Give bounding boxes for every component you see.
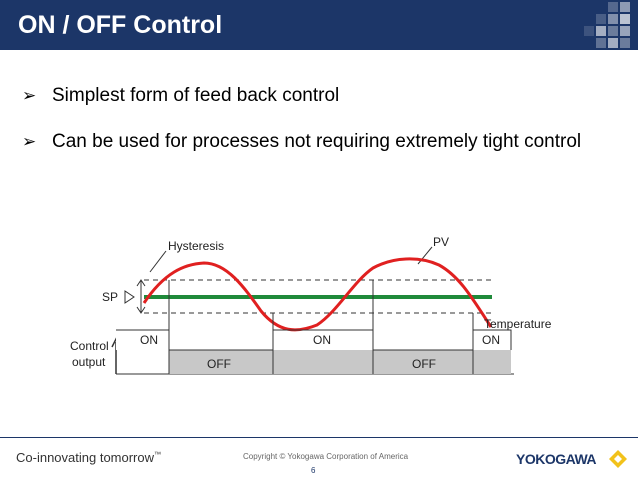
control-label: Control (70, 339, 109, 353)
arrow-bullet-icon: ➢ (22, 132, 37, 151)
temperature-label: Temperature (484, 317, 552, 331)
footer-divider (0, 437, 638, 438)
sp-marker-icon (124, 290, 135, 304)
off-region (373, 350, 473, 374)
copyright-text: Copyright © Yokogawa Corporation of Amer… (243, 452, 409, 461)
header-decoration (584, 2, 630, 48)
on-off-control-diagram: Hysteresis PV SP Temperature Control out… (70, 235, 552, 375)
pv-leader (417, 246, 433, 265)
header-bar: ON / OFF Control (0, 0, 638, 50)
bullet-item: ➢ Simplest form of feed back control (22, 84, 592, 107)
page-number: 6 (311, 466, 316, 475)
on-region (116, 330, 169, 350)
on-region-shade (473, 350, 511, 374)
pv-label: PV (433, 235, 449, 249)
bullet-text: Can be used for processes not requiring … (52, 131, 582, 152)
yokogawa-logo-icon (609, 450, 627, 468)
footer-tagline: Co-innovating tomorrow™ (16, 450, 161, 465)
sp-label: SP (102, 290, 118, 304)
yokogawa-logo-text: YOKOGAWA (516, 451, 597, 467)
hysteresis-leader (149, 250, 167, 273)
tagline-text: Co-innovating tomorrow (16, 450, 155, 465)
slide-title: ON / OFF Control (18, 11, 223, 39)
arrow-bullet-icon: ➢ (22, 86, 37, 105)
state-label-off: OFF (412, 357, 436, 371)
off-region (169, 350, 273, 374)
bullet-text: Simplest form of feed back control (52, 85, 340, 106)
trademark-mark: ™ (154, 451, 162, 459)
hysteresis-label: Hysteresis (168, 239, 224, 253)
hysteresis-arrow-head-down (136, 306, 146, 314)
hysteresis-arrow-head-up (136, 279, 146, 287)
state-label-off: OFF (207, 357, 231, 371)
output-label: output (72, 355, 106, 369)
pv-curve (142, 257, 493, 332)
bullet-list: ➢ Simplest form of feed back control ➢ C… (22, 84, 592, 176)
bullet-item: ➢ Can be used for processes not requirin… (22, 130, 592, 153)
state-label-on: ON (313, 333, 331, 347)
on-region-shade (273, 350, 373, 374)
state-label-on: ON (140, 333, 158, 347)
state-label-on: ON (482, 333, 500, 347)
